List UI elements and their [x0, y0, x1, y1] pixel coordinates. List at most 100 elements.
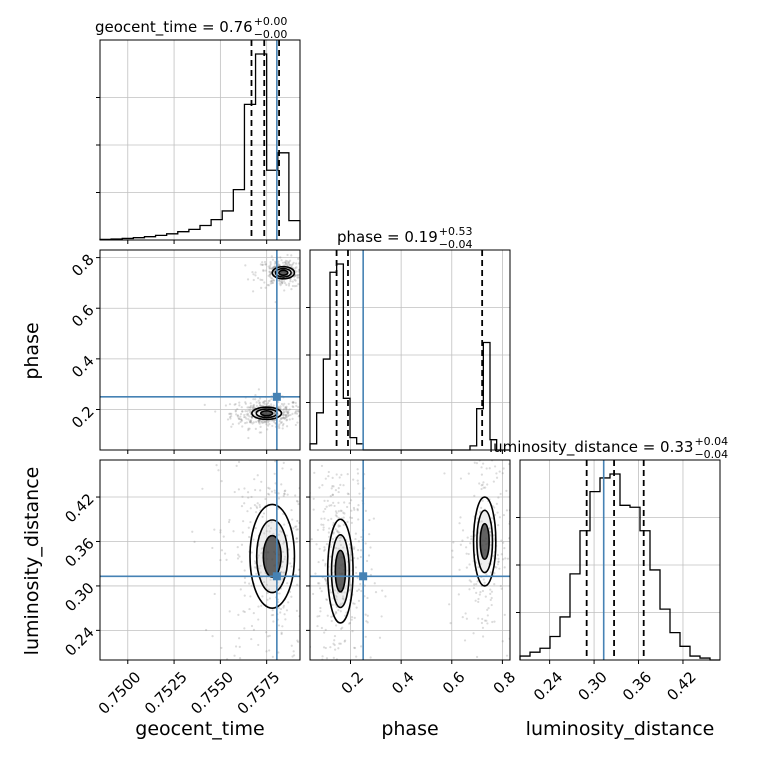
- sample-point: [277, 607, 280, 610]
- sample-point: [297, 502, 300, 506]
- sample-point: [356, 576, 359, 579]
- sample-point: [245, 421, 248, 424]
- sample-point: [300, 276, 302, 278]
- sample-point: [265, 583, 269, 586]
- sample-point: [493, 582, 496, 586]
- sample-point: [349, 546, 352, 550]
- sample-point: [478, 482, 481, 485]
- sample-point: [294, 401, 297, 404]
- sample-point: [336, 530, 339, 533]
- sample-point: [264, 269, 267, 272]
- sample-point: [257, 419, 260, 423]
- sample-point: [281, 560, 284, 563]
- sample-point: [326, 699, 328, 701]
- sample-point: [295, 499, 299, 503]
- sample-point: [267, 588, 271, 591]
- sample-point: [491, 620, 494, 624]
- sample-point: [303, 277, 305, 279]
- sample-point: [285, 413, 288, 417]
- sample-point: [273, 412, 277, 415]
- sample-point: [289, 413, 292, 417]
- density-region: [100, 250, 305, 450]
- sample-point: [231, 423, 234, 426]
- sample-point: [302, 591, 304, 593]
- sample-point: [334, 510, 338, 513]
- sample-point: [259, 404, 262, 407]
- sample-point: [346, 492, 349, 495]
- sample-point: [270, 281, 274, 285]
- sample-point: [295, 609, 298, 612]
- sample-point: [268, 270, 271, 273]
- title-phase: phase = 0.19: [337, 228, 438, 246]
- sample-point: [215, 464, 218, 467]
- sample-point: [320, 464, 324, 468]
- sample-point: [320, 679, 322, 681]
- sample-point: [265, 650, 268, 653]
- sample-point: [490, 603, 493, 607]
- sample-point: [502, 467, 505, 470]
- sample-point: [313, 525, 315, 527]
- sample-point: [265, 530, 268, 533]
- sample-point: [330, 487, 333, 490]
- sample-point: [282, 571, 285, 574]
- panel-frame: [309, 249, 511, 451]
- sample-point: [287, 411, 290, 414]
- sample-point: [265, 423, 268, 426]
- sample-point: [282, 409, 285, 412]
- sample-point: [324, 646, 327, 650]
- sample-point: [290, 565, 293, 568]
- sample-point: [269, 527, 273, 530]
- sample-point: [270, 267, 274, 270]
- sample-point: [332, 642, 335, 645]
- sample-point: [488, 527, 491, 530]
- sample-point: [502, 513, 506, 517]
- sample-point: [294, 423, 297, 427]
- sample-point: [323, 546, 326, 549]
- sample-point: [458, 522, 461, 525]
- sample-point: [230, 412, 233, 415]
- sample-point: [318, 587, 322, 590]
- sample-point: [502, 541, 505, 544]
- sample-point: [465, 552, 468, 555]
- sample-point: [249, 409, 252, 412]
- sample-point: [324, 562, 327, 565]
- sample-point: [243, 581, 247, 584]
- sample-point: [366, 596, 369, 600]
- sample-point: [351, 630, 354, 633]
- sample-point: [339, 642, 342, 645]
- sample-point: [268, 649, 271, 652]
- sample-point: [323, 454, 325, 456]
- sample-point: [325, 543, 328, 546]
- sample-point: [493, 620, 496, 623]
- sample-point: [331, 537, 335, 541]
- sample-point: [249, 411, 252, 414]
- sample-point: [246, 491, 250, 494]
- sample-point: [457, 593, 460, 596]
- sample-point: [220, 549, 224, 552]
- sample-point: [337, 547, 340, 550]
- sample-point: [239, 420, 242, 424]
- sample-point: [480, 520, 483, 523]
- sample-point: [254, 398, 257, 401]
- sample-point: [289, 280, 292, 283]
- sample-point: [354, 566, 358, 569]
- sample-point: [356, 589, 359, 593]
- sample-point: [302, 261, 304, 263]
- sample-point: [273, 489, 276, 492]
- sample-point: [254, 511, 258, 514]
- sample-point: [320, 523, 323, 526]
- sample-point: [331, 541, 335, 544]
- sample-point: [475, 591, 478, 594]
- sample-point: [338, 476, 341, 479]
- sample-point: [257, 419, 260, 422]
- sample-point: [329, 545, 332, 549]
- sample-point: [239, 588, 242, 591]
- sample-point: [353, 646, 356, 649]
- sample-point: [283, 523, 286, 526]
- sample-point: [323, 548, 327, 551]
- sample-point: [355, 606, 358, 609]
- sample-point: [280, 279, 284, 282]
- sample-point: [305, 473, 307, 475]
- sample-point: [496, 563, 500, 566]
- sample-point: [273, 262, 277, 265]
